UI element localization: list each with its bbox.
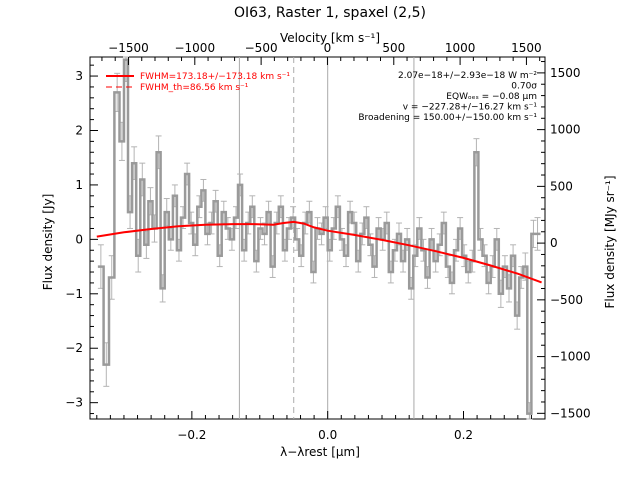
annotation-text: Broadening = 150.00+/−150.00 km s⁻¹ — [358, 113, 537, 123]
y-right-tick-label: −1000 — [550, 350, 591, 364]
x-top-tick-label: −1000 — [174, 41, 215, 55]
x-axis-label: λ−λrest [μm] — [280, 445, 360, 459]
x-top-tick-label: 1000 — [445, 41, 476, 55]
legend-label: FWHM=173.18+/−173.18 km s⁻¹ — [140, 72, 290, 82]
plot-frame — [89, 56, 546, 420]
annotation-text: 2.07e−18+/−2.93e−18 W m⁻² — [398, 71, 537, 81]
chart-title: OI63, Raster 1, spaxel (2,5) — [234, 5, 426, 21]
y-tick-label: −3 — [65, 396, 83, 410]
y-right-tick-label: 1000 — [550, 123, 581, 137]
y-right-tick-label: 0 — [550, 236, 558, 250]
annotation-text: EQWₒₑₛ = −0.08 μm — [446, 92, 537, 102]
annotation-text: v = −227.28+/−16.27 km s⁻¹ — [403, 103, 538, 113]
x-top-tick-label: −500 — [245, 41, 278, 55]
top-axis-label: Velocity [km s⁻¹] — [280, 31, 380, 45]
x-top-tick-label: 1500 — [511, 41, 542, 55]
y-tick-label: 0 — [75, 232, 83, 246]
y-tick-label: 1 — [75, 178, 83, 192]
x-top-tick-label: 500 — [382, 41, 405, 55]
data-series — [97, 58, 541, 415]
plot-axes — [89, 56, 546, 420]
y-tick-label: −1 — [65, 287, 83, 301]
x-top-tick-label: −1500 — [108, 41, 149, 55]
y-right-tick-label: −500 — [550, 293, 583, 307]
y-tick-label: −2 — [65, 341, 83, 355]
y-right-tick-label: 500 — [550, 179, 573, 193]
y-right-tick-label: 1500 — [550, 66, 581, 80]
x-top-tick-label: 0 — [324, 41, 332, 55]
y-tick-label: 3 — [75, 69, 83, 83]
x-tick-label: 0.0 — [318, 428, 337, 442]
data-step-line — [97, 58, 541, 415]
y-axis-label-right: Flux density [MJy sr⁻¹] — [603, 175, 617, 308]
y-axis-label-left: Flux density [Jy] — [41, 194, 55, 291]
fit-series — [96, 220, 542, 284]
x-tick-label: −0.2 — [177, 428, 206, 442]
legend: FWHM=173.18+/−173.18 km s⁻¹FWHM_th=86.56… — [106, 72, 290, 93]
axis-ticks: −0.2 0.0 0.2−1500 −1000 −500 0 500 1000 15003210… — [65, 41, 590, 442]
y-tick-label: 2 — [75, 123, 83, 137]
y-right-tick-label: −1500 — [550, 406, 591, 420]
fit-line — [96, 220, 542, 284]
x-tick-label: 0.2 — [454, 428, 473, 442]
annotation-text: 0.70σ — [511, 82, 537, 92]
legend-label: FWHM_th=86.56 km s⁻¹ — [140, 83, 249, 93]
